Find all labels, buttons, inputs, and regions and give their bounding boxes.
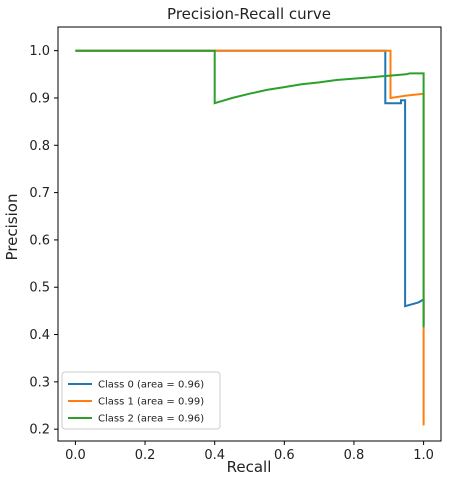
y-tick-label: 0.5 xyxy=(29,281,50,296)
y-tick-label: 0.4 xyxy=(29,328,50,343)
y-tick-label: 0.8 xyxy=(29,139,50,154)
legend-label: Class 1 (area = 0.99) xyxy=(98,397,204,408)
y-tick-label: 0.7 xyxy=(29,186,50,201)
x-tick-label: 0.2 xyxy=(135,448,156,463)
y-tick-label: 0.2 xyxy=(29,423,50,438)
legend: Class 0 (area = 0.96) Class 1 (area = 0.9… xyxy=(61,371,221,430)
y-axis-label: Precision xyxy=(3,194,21,261)
legend-box xyxy=(61,371,221,430)
plot-frame xyxy=(57,26,442,442)
series-lines xyxy=(75,49,425,426)
chart-title: Precision-Recall curve xyxy=(167,5,331,23)
x-tick-label: 0.8 xyxy=(344,448,365,463)
y-tick-label: 0.9 xyxy=(29,91,50,106)
x-tick-label: 0.0 xyxy=(65,448,86,463)
x-axis-label: Recall xyxy=(227,458,272,476)
x-tick-label: 0.6 xyxy=(274,448,295,463)
series-line-class-1 xyxy=(75,49,425,426)
y-tick-label: 1.0 xyxy=(29,44,50,59)
y-tick-label: 0.6 xyxy=(29,233,50,248)
y-tick-label: 0.3 xyxy=(29,375,50,390)
legend-label: Class 2 (area = 0.96) xyxy=(98,414,204,425)
x-tick-label: 0.4 xyxy=(204,448,225,463)
legend-label: Class 0 (area = 0.96) xyxy=(98,380,204,391)
x-tick-label: 1.0 xyxy=(413,448,434,463)
series-line-class-2 xyxy=(75,49,425,328)
series-line-class-0 xyxy=(75,49,425,326)
axis-ticks: 0.0 0.2 0.4 0.6 0.8 1.0 0.2 0.3 0.4 0.5 0.6 0.7 0.8 0… xyxy=(29,44,434,463)
